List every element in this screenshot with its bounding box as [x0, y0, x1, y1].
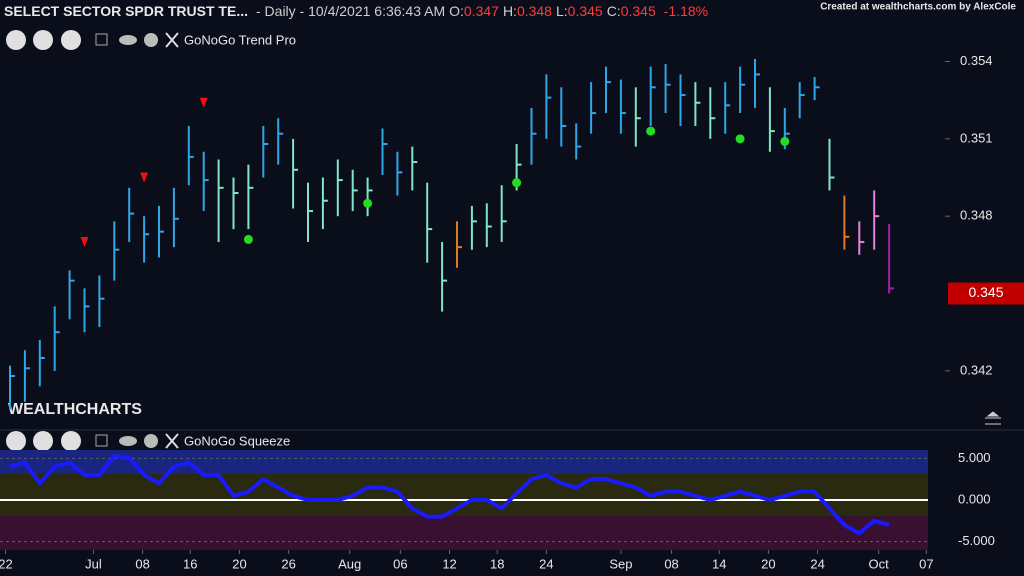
toolbar-bottom[interactable] [6, 431, 179, 451]
header-bar [0, 0, 1024, 24]
squeeze-line [9, 453, 890, 536]
countertrend-signal [140, 172, 149, 183]
icon[interactable] [119, 436, 137, 446]
x-tick-label: 24 [539, 556, 553, 571]
change: -1.18% [664, 3, 708, 19]
x-tick-label: 07 [919, 556, 933, 571]
x-tick-label: 24 [810, 556, 824, 571]
x-tick-label: 08 [135, 556, 149, 571]
panel-title: GoNoGo Squeeze [184, 433, 290, 448]
icon[interactable] [33, 30, 53, 50]
x-tick-label: Jul [85, 556, 102, 571]
icon[interactable] [985, 411, 1001, 425]
x-tick-label: 14 [712, 556, 726, 571]
y-tick-label: 0.342 [960, 362, 993, 377]
icon[interactable] [61, 30, 81, 50]
go-signal [512, 178, 522, 188]
low: 0.345 [568, 3, 603, 19]
last-price-label: 0.345 [968, 284, 1003, 300]
x-tick-label: 08 [664, 556, 678, 571]
countertrend-signal [199, 97, 208, 108]
icon[interactable] [165, 32, 179, 48]
high-label: H: [503, 3, 517, 19]
header-prefix: - Daily - 10/4/2021 6:36:43 AM [256, 3, 445, 19]
icon[interactable] [6, 30, 26, 50]
y-tick-label: -5.000 [958, 533, 995, 548]
x-tick-label: 06 [393, 556, 407, 571]
x-tick-label: 20 [761, 556, 775, 571]
x-tick-label: 26 [281, 556, 295, 571]
y-tick-label: 0.354 [960, 53, 993, 68]
y-tick-label: 0.351 [960, 130, 993, 145]
x-tick-label: 20 [232, 556, 246, 571]
open-label: O: [449, 3, 464, 19]
x-tick-label: 16 [183, 556, 197, 571]
icon[interactable] [95, 434, 108, 447]
low-label: L: [556, 3, 568, 19]
icon[interactable] [33, 431, 53, 451]
go-signal [363, 198, 373, 208]
countertrend-signal [80, 236, 89, 247]
y-tick-label: 0.000 [958, 491, 991, 506]
close: 0.345 [621, 3, 656, 19]
open: 0.347 [464, 3, 499, 19]
last-price-box [948, 282, 1024, 305]
y-tick-label: 0.348 [960, 208, 993, 223]
x-tick-label: 12 [442, 556, 456, 571]
icon[interactable] [165, 433, 179, 449]
header: SELECT SECTOR SPDR TRUST TE... - Daily - … [4, 3, 708, 19]
x-tick-label: Oct [869, 556, 890, 571]
x-tick-label: 22 [0, 556, 13, 571]
toolbar-top[interactable] [6, 30, 179, 50]
x-tick-label: Sep [609, 556, 632, 571]
go-signal [646, 126, 656, 136]
x-tick-label: Aug [338, 556, 361, 571]
symbol: SELECT SECTOR SPDR TRUST TE... [4, 3, 248, 19]
band [0, 450, 928, 474]
x-tick-label: 18 [490, 556, 504, 571]
high: 0.348 [517, 3, 552, 19]
close-label: C: [607, 3, 621, 19]
panel-title: GoNoGo Trend Pro [184, 32, 296, 47]
icon[interactable] [95, 33, 108, 46]
go-signal [243, 234, 253, 244]
band [0, 516, 928, 550]
y-tick-label: 5.000 [958, 450, 991, 465]
go-signal [735, 134, 745, 144]
icon[interactable] [6, 431, 26, 451]
icon[interactable] [144, 434, 158, 448]
logo: WEALTHCHARTS [8, 401, 142, 418]
go-signal [780, 136, 790, 146]
icon[interactable] [144, 33, 158, 47]
icon[interactable] [61, 431, 81, 451]
credit: Created at wealthcharts.com by AlexCole [820, 2, 1016, 13]
icon[interactable] [119, 35, 137, 45]
